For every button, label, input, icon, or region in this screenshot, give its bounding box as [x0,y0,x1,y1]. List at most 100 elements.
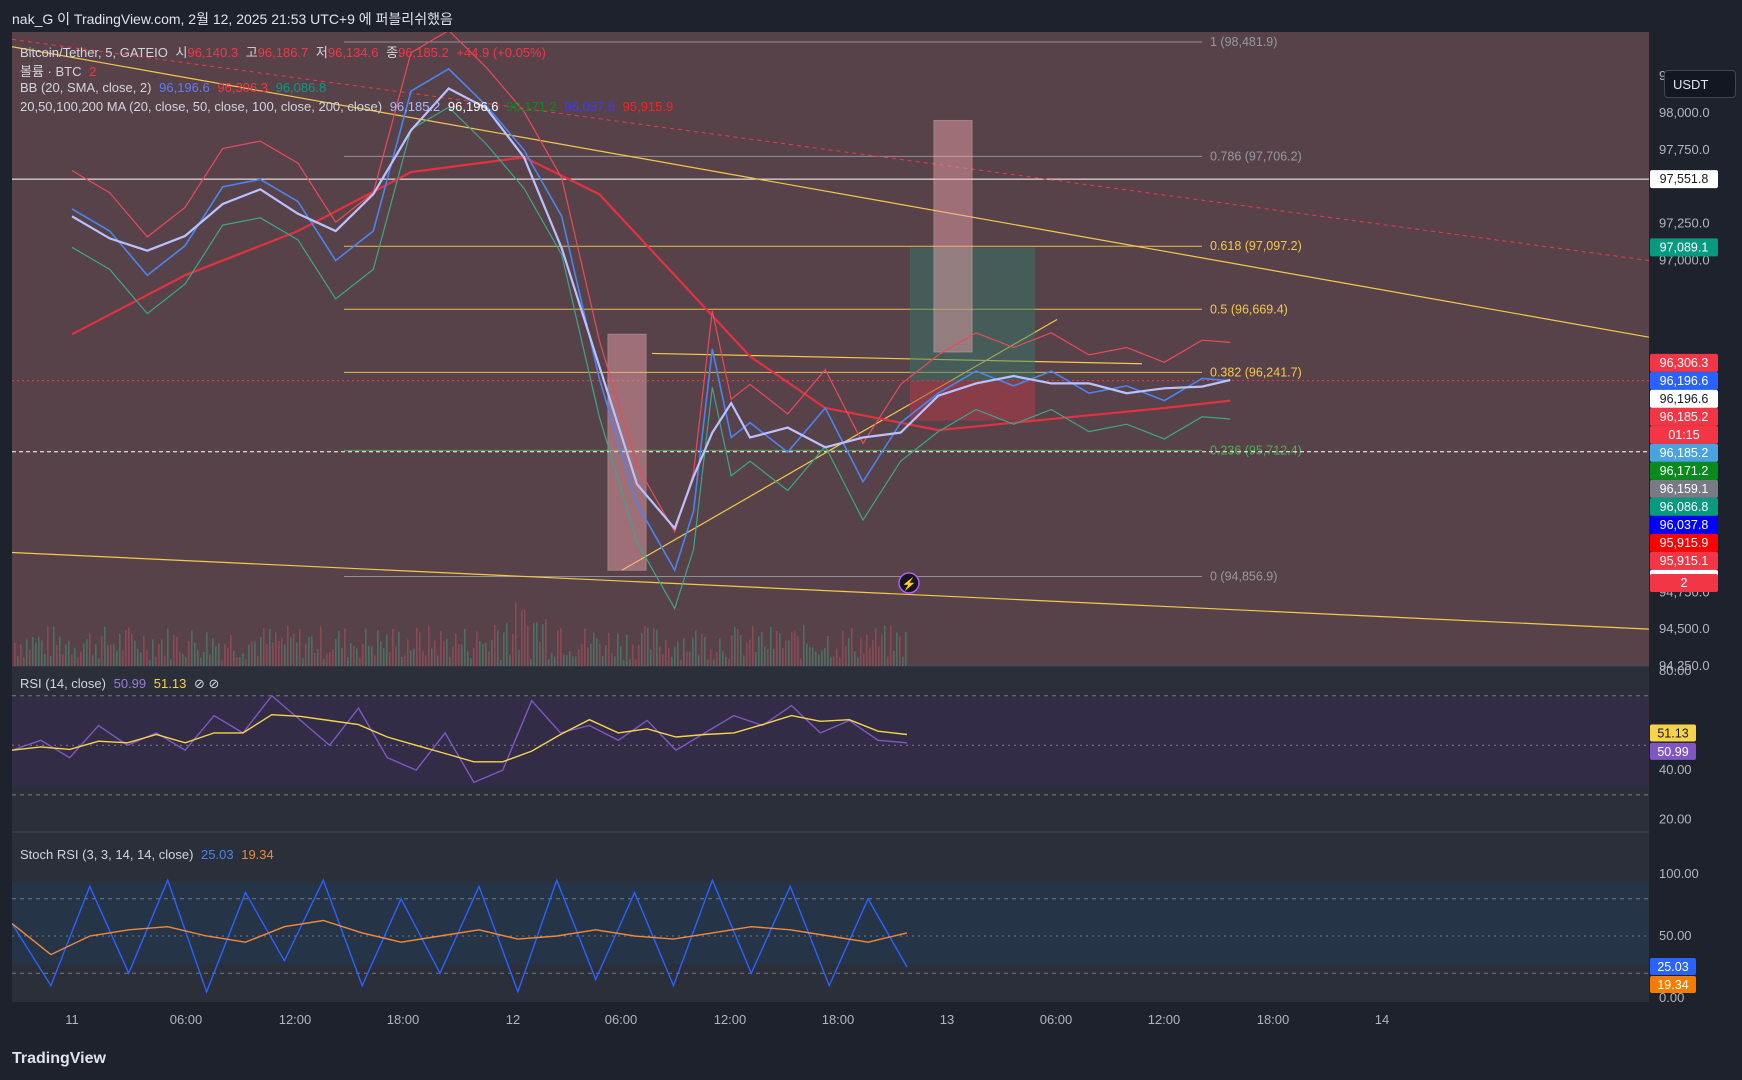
volume-bar [467,651,469,666]
rsi-band [12,696,1649,786]
volume-bar [599,643,601,666]
volume-bar [407,639,409,666]
time-tick: 06:00 [170,1012,203,1027]
price-tag-text: 97,551.8 [1660,172,1709,186]
volume-bar [167,628,169,666]
volume-bar [644,626,646,666]
volume-bar [650,649,652,666]
bb-legend[interactable]: BB (20, SMA, close, 2) 96,196.6 96,306.3… [20,80,330,95]
volume-bar [740,635,742,666]
ma20-value: 96,185.2 [389,99,441,114]
volume-bar [428,626,430,666]
price-tag-text: 96,185.2 [1660,446,1709,460]
volume-bar [758,636,760,666]
rsi-icons[interactable]: ⊘ ⊘ [193,676,220,691]
volume-label[interactable]: 볼륨 · BTC [20,64,82,79]
volume-bar [335,639,337,666]
rsi-legend[interactable]: RSI (14, close) 50.99 51.13 ⊘ ⊘ [20,676,223,692]
volume-bar [383,647,385,666]
volume-bar [344,628,346,666]
volume-bar [593,632,595,666]
volume-bar [326,653,328,666]
volume-bar [281,637,283,666]
volume-bar [629,658,631,666]
ma20-line [71,87,1231,531]
volume-legend[interactable]: 볼륨 · BTC 2 [20,61,100,80]
volume-bar [161,639,163,666]
volume-bar [887,656,889,666]
time-axis[interactable] [12,1002,1649,1040]
volume-bar [890,625,892,666]
volume-bar [113,644,115,666]
price-tag-text: 95,915.1 [1660,554,1709,568]
bb-label[interactable]: BB (20, SMA, close, 2) [20,80,152,95]
volume-bar [392,628,394,666]
time-tick: 06:00 [605,1012,638,1027]
volume-bar [722,651,724,666]
volume-bar [560,628,562,666]
bb-upper-value: 96,306.3 [217,80,268,95]
volume-bar [563,654,565,666]
volume-bar [200,657,202,666]
ma200-value: 96,037.8 [564,99,615,114]
volume-bar [263,628,265,666]
volume-bar [797,635,799,666]
volume-bar [419,632,421,666]
volume-bar [515,602,517,666]
volume-bar [710,649,712,666]
volume-bar [218,643,220,666]
volume-bar [713,659,715,666]
open-value: 96,140.3 [187,45,239,60]
price-tag-bg [1650,425,1718,444]
volume-bar [179,651,181,666]
volume-bar [614,656,616,666]
volume-bar [581,643,583,666]
symbol-legend[interactable]: Bitcoin/Tether, 5, GATEIO 시96,140.3 고96,… [20,42,550,61]
stoch-label[interactable]: Stoch RSI (3, 3, 14, 14, close) [20,847,194,862]
stoch-value-tag-text: 25.03 [1657,960,1688,974]
chart-area[interactable]: 1 (98,481.9) 0.786 (97,706.2) 0.618 (97,09… [11,29,1736,1040]
volume-bar [857,657,859,666]
volume-bar [431,648,433,666]
price-tag-text: 96,086.8 [1660,500,1709,514]
volume-bar [788,640,790,666]
volume-bar [701,633,703,666]
symbol-name[interactable]: Bitcoin/Tether, 5, GATEIO [20,45,168,60]
volume-bar [836,648,838,666]
volume-bar [347,657,349,666]
main-pane[interactable] [12,32,1649,666]
time-tick: 13 [940,1012,954,1027]
stoch-legend[interactable]: Stoch RSI (3, 3, 14, 14, close) 25.03 19… [20,847,278,862]
footer-bar: TradingView [0,1040,1742,1080]
volume-bar [83,643,85,666]
rsi-label[interactable]: RSI (14, close) [20,676,106,691]
rsi-tick: 20.00 [1659,812,1692,827]
time-tick: 12:00 [279,1012,312,1027]
volume-bar [770,626,772,666]
volume-bar [98,658,100,666]
ma-label[interactable]: 20,50,100,200 MA (20, close, 50, close, … [20,99,383,114]
volume-bar [374,655,376,666]
price-tag-bg [1650,551,1718,570]
volume-layer [14,602,907,666]
volume-bar [569,651,571,666]
volume-bar [500,659,502,666]
volume-bar [899,636,901,666]
volume-bar [86,638,88,666]
price-tag: 95,915.1 [1650,551,1718,570]
ma-legend[interactable]: 20,50,100,200 MA (20, close, 50, close, … [20,99,677,114]
chart-svg[interactable]: 1 (98,481.9) 0.786 (97,706.2) 0.618 (97,09… [11,29,1731,1040]
volume-bar [815,651,817,666]
volume-bar [149,659,151,666]
volume-bar [290,637,292,666]
volume-bar [311,636,313,666]
currency-button[interactable]: USDT [1664,70,1736,98]
volume-bar [875,628,877,666]
drawings-layer: 1 (98,481.9) 0.786 (97,706.2) 0.618 (97,09… [11,35,1650,974]
volume-bar [533,623,535,666]
volume-bar [794,630,796,666]
tradingview-logo[interactable]: TradingView [12,1050,106,1067]
volume-bar [248,644,250,666]
volume-bar [275,632,277,666]
volume-bar [212,638,214,666]
